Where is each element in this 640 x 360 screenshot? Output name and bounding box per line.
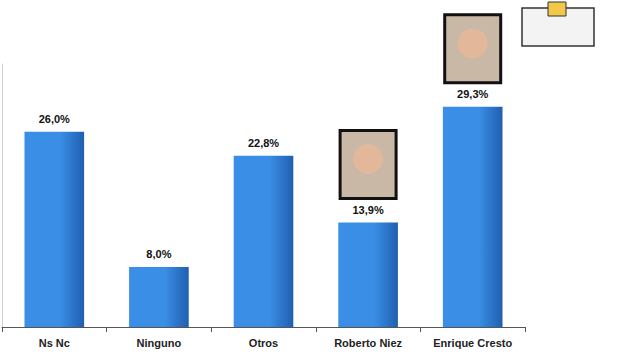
- svg-text:29,3%: 29,3%: [457, 88, 488, 100]
- svg-text:22,8%: 22,8%: [248, 137, 279, 149]
- svg-text:8,0%: 8,0%: [146, 248, 171, 260]
- svg-text:Ns Nc: Ns Nc: [39, 337, 70, 349]
- svg-text:Ninguno: Ninguno: [137, 337, 182, 349]
- svg-text:13,9%: 13,9%: [352, 204, 383, 216]
- svg-text:26,0%: 26,0%: [39, 113, 70, 125]
- svg-text:Roberto Niez: Roberto Niez: [334, 337, 402, 349]
- svg-text:Enrique Cresto: Enrique Cresto: [433, 337, 512, 349]
- svg-text:Otros: Otros: [249, 337, 278, 349]
